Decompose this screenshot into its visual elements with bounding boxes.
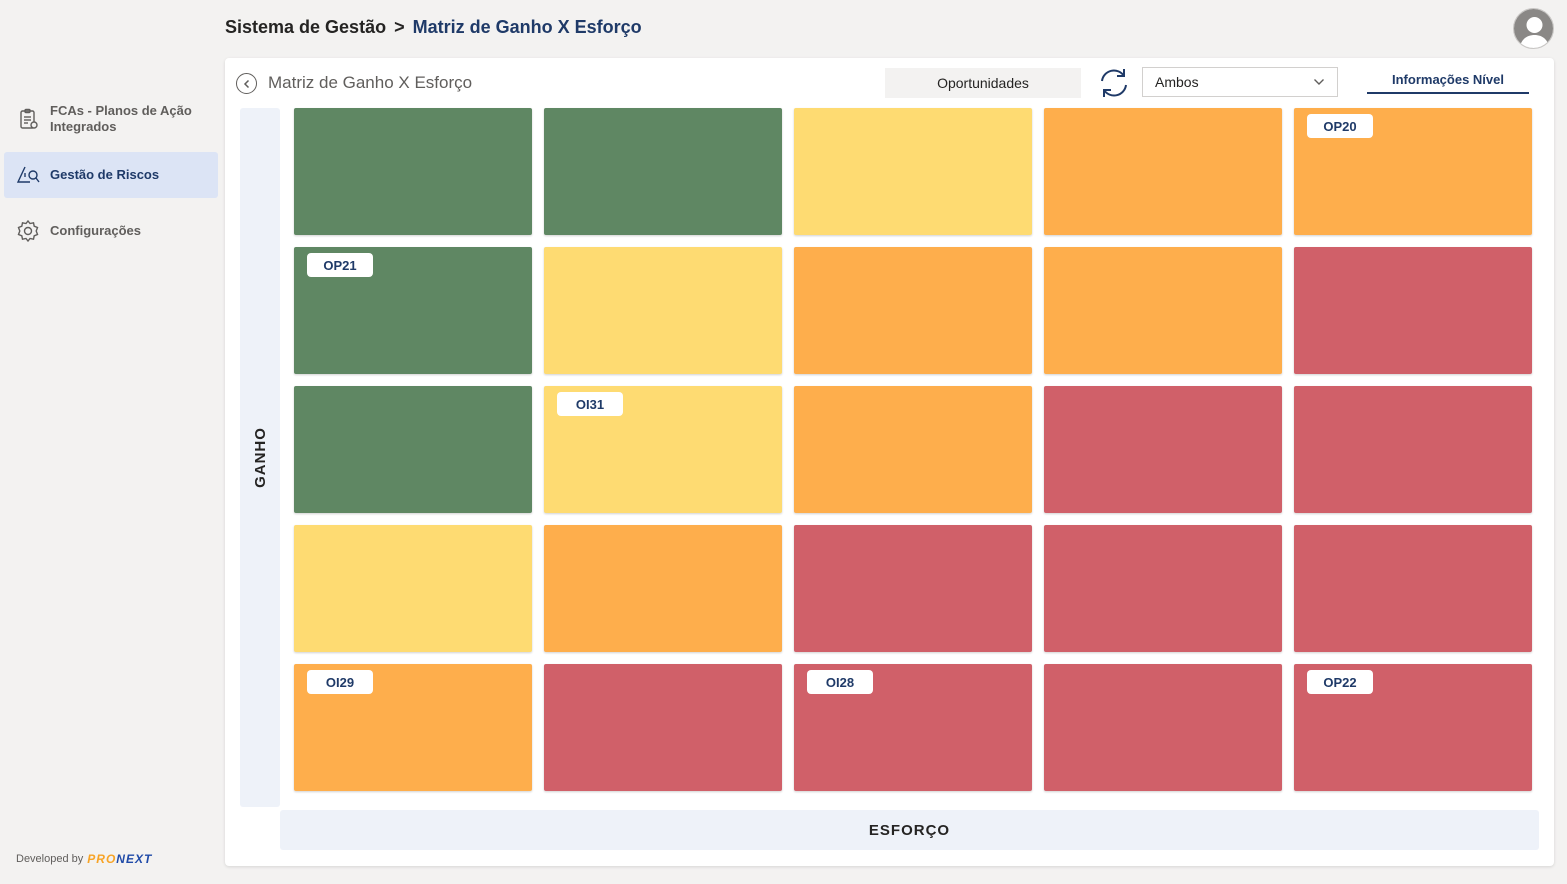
chevron-left-icon <box>243 79 249 88</box>
matrix-cell[interactable] <box>1294 386 1532 513</box>
matrix-cell[interactable] <box>794 247 1032 374</box>
clipboard-icon <box>16 107 40 131</box>
card-title: Matriz de Ganho X Esforço <box>268 73 473 92</box>
developed-by: Developed by PRONEXT <box>16 852 152 866</box>
matrix-cell[interactable] <box>294 386 532 513</box>
sidebar-item-label: Configurações <box>50 223 142 238</box>
sidebar-item-gestao-riscos[interactable]: Gestão de Riscos <box>4 152 218 198</box>
filter-select[interactable]: Ambos <box>1142 67 1338 97</box>
breadcrumb: Sistema de Gestão > Matriz de Ganho X Es… <box>225 17 642 38</box>
risk-tag[interactable]: OI31 <box>557 392 623 416</box>
matrix-cell[interactable] <box>1044 664 1282 791</box>
refresh-icon[interactable] <box>1097 66 1131 100</box>
risk-tag[interactable]: OP20 <box>1307 114 1373 138</box>
matrix-cell[interactable]: OI29 <box>294 664 532 791</box>
risk-tag[interactable]: OI29 <box>307 670 373 694</box>
breadcrumb-root[interactable]: Sistema de Gestão <box>225 17 387 37</box>
gear-icon <box>16 219 40 243</box>
matrix-cell[interactable] <box>794 386 1032 513</box>
type-label: Oportunidades <box>885 68 1081 98</box>
breadcrumb-separator: > <box>394 17 405 37</box>
matrix-cell[interactable]: OP20 <box>1294 108 1532 235</box>
matrix-cell[interactable] <box>1044 386 1282 513</box>
pronext-logo: PRONEXT <box>87 852 153 866</box>
matrix-cell[interactable] <box>794 525 1032 652</box>
avatar[interactable] <box>1513 8 1554 49</box>
sidebar-item-label: Gestão de Riscos <box>50 167 160 182</box>
matrix-cell[interactable] <box>544 525 782 652</box>
risk-tag[interactable]: OP22 <box>1307 670 1373 694</box>
y-axis-text: GANHO <box>251 427 269 488</box>
matrix-card: Matriz de Ganho X Esforço Oportunidades … <box>225 58 1554 866</box>
risk-tag[interactable]: OI28 <box>807 670 873 694</box>
matrix-cell[interactable]: OP22 <box>1294 664 1532 791</box>
back-button[interactable] <box>236 73 257 94</box>
matrix-cell[interactable] <box>544 664 782 791</box>
risk-tag[interactable]: OP21 <box>307 253 373 277</box>
matrix-cell[interactable] <box>1044 525 1282 652</box>
risk-matrix: OP20 OP21 OI31 OI29 OI28 OP22 <box>294 108 1532 791</box>
user-icon <box>1514 9 1553 48</box>
sidebar: FCAs - Planos de Ação Integrados Gestão … <box>0 96 222 264</box>
card-header: Matriz de Ganho X Esforço Oportunidades … <box>225 58 1554 108</box>
breadcrumb-current: Matriz de Ganho X Esforço <box>412 17 642 37</box>
matrix-cell[interactable]: OP21 <box>294 247 532 374</box>
filter-select-value: Ambos <box>1155 74 1199 90</box>
chevron-down-icon <box>1314 79 1324 85</box>
matrix-cell[interactable] <box>1294 247 1532 374</box>
tab-informacoes-nivel[interactable]: Informações Nível <box>1367 72 1529 94</box>
sidebar-item-fcas[interactable]: FCAs - Planos de Ação Integrados <box>4 96 218 142</box>
matrix-cell[interactable] <box>1044 108 1282 235</box>
matrix-cell[interactable] <box>294 108 532 235</box>
matrix-cell[interactable]: OI31 <box>544 386 782 513</box>
matrix-cell[interactable] <box>294 525 532 652</box>
sidebar-item-configuracoes[interactable]: Configurações <box>4 208 218 254</box>
matrix-cell[interactable] <box>544 247 782 374</box>
sidebar-item-label: FCAs - Planos de Ação Integrados <box>50 103 192 134</box>
matrix-cell[interactable] <box>1294 525 1532 652</box>
matrix-cell[interactable] <box>544 108 782 235</box>
matrix-cell[interactable] <box>794 108 1032 235</box>
risk-search-icon <box>16 163 40 187</box>
matrix-cell[interactable] <box>1044 247 1282 374</box>
developed-by-text: Developed by <box>16 853 84 865</box>
matrix-cell[interactable]: OI28 <box>794 664 1032 791</box>
x-axis-label: ESFORÇO <box>280 810 1539 850</box>
y-axis-label: GANHO <box>240 108 280 807</box>
